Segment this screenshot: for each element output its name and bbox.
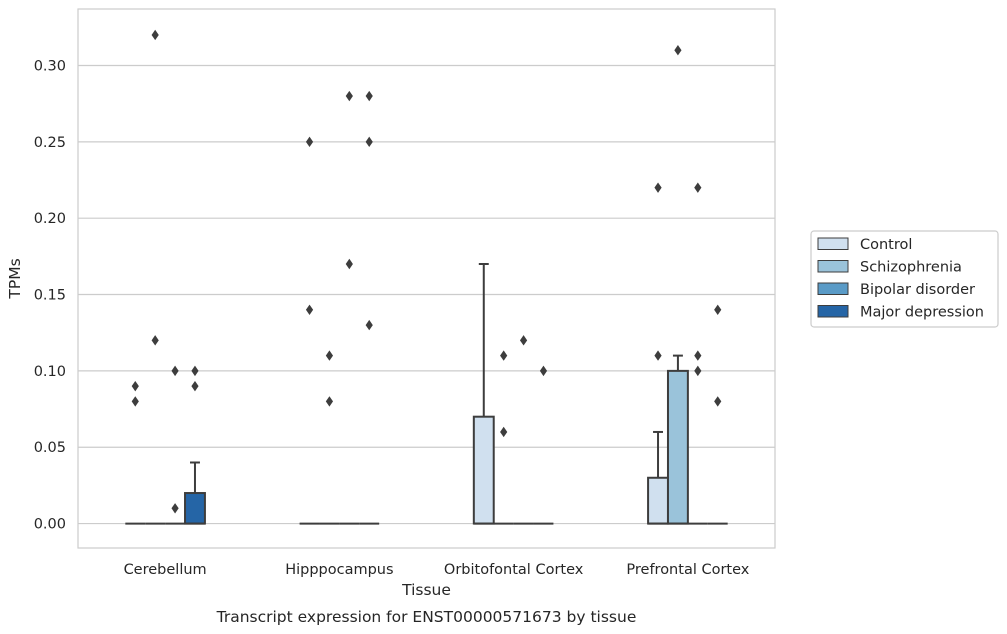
- x-axis-label: Tissue: [401, 581, 451, 599]
- y-tick-label: 0.30: [34, 58, 66, 74]
- outlier-point: [305, 136, 314, 148]
- outlier-point: [365, 136, 373, 148]
- x-tick-label: Orbitofontal Cortex: [444, 562, 584, 578]
- legend-swatch: [817, 305, 849, 318]
- plot-frame: [77, 8, 776, 549]
- outlier-point: [500, 426, 508, 438]
- box: [647, 476, 669, 525]
- legend-swatch: [817, 260, 849, 273]
- outlier-point: [131, 396, 139, 407]
- y-tick-label: 0.20: [34, 211, 66, 227]
- outlier-point: [325, 350, 334, 361]
- box: [666, 369, 689, 525]
- y-tick-label: 0.15: [34, 288, 66, 304]
- legend-entry: Major depression: [860, 305, 984, 321]
- outlier-point: [539, 365, 548, 377]
- chart-caption: Transcript expression for ENST0000057167…: [216, 608, 637, 626]
- y-tick-label: 0.10: [34, 364, 66, 380]
- legend-swatch: [817, 237, 849, 250]
- x-tick-label: Prefrontal Cortex: [626, 562, 749, 578]
- outlier-point: [694, 182, 702, 193]
- outlier-point: [191, 365, 199, 377]
- outlier-point: [191, 380, 199, 392]
- outlier-point: [714, 304, 722, 316]
- legend-entry: Control: [860, 237, 912, 253]
- x-tick-label: Cerebellum: [124, 562, 207, 578]
- y-tick-label: 0.00: [34, 517, 66, 533]
- outlier-point: [694, 350, 702, 361]
- outlier-point: [325, 396, 334, 407]
- y-tick-labels: 0.00 0.05 0.10 0.15 0.20 0.25 0.30: [34, 58, 66, 532]
- outlier-point: [151, 29, 159, 41]
- legend-entry: Schizophrenia: [860, 260, 962, 276]
- outlier-point: [674, 45, 682, 56]
- outlier-point: [305, 304, 314, 316]
- outlier-point: [714, 396, 722, 407]
- outlier-point: [171, 365, 179, 377]
- outlier-point: [345, 258, 353, 270]
- x-tick-labels: Cerebellum Hipppocampus Orbitofontal Corte…: [124, 562, 750, 578]
- outlier-point: [151, 335, 159, 346]
- outlier-point: [654, 350, 662, 361]
- outlier-point: [365, 90, 373, 102]
- outlier-points: [131, 29, 722, 514]
- y-tick-label: 0.05: [34, 440, 66, 456]
- y-tick-label: 0.25: [34, 135, 66, 151]
- outlier-point: [654, 182, 662, 193]
- box: [472, 415, 495, 525]
- legend-entry: Bipolar disorder: [860, 282, 975, 298]
- legend: Control Schizophrenia Bipolar disorder Majo…: [810, 230, 999, 328]
- outlier-point: [519, 335, 528, 346]
- outlier-point: [500, 350, 508, 361]
- outlier-point: [694, 365, 702, 377]
- x-tick-label: Hipppocampus: [285, 562, 393, 578]
- legend-swatch: [817, 282, 849, 295]
- box: [184, 492, 206, 525]
- box-series: [125, 262, 728, 525]
- y-axis-label: TPMs: [6, 258, 24, 299]
- legend-frame: [810, 230, 999, 328]
- outlier-point: [345, 90, 353, 102]
- outlier-point: [365, 319, 373, 331]
- outlier-point: [131, 380, 139, 392]
- outlier-point: [171, 503, 179, 514]
